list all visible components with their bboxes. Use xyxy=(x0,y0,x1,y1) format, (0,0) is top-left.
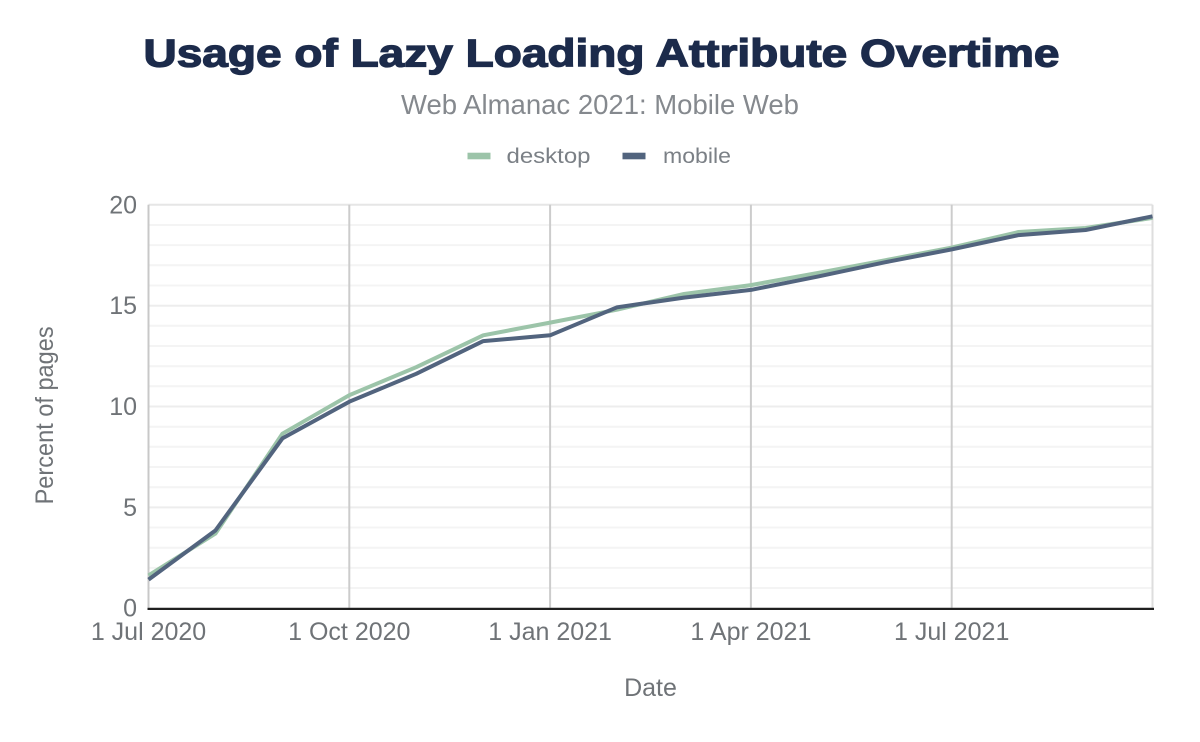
svg-text:mobile: mobile xyxy=(663,144,731,168)
svg-text:1 Jan 2021: 1 Jan 2021 xyxy=(488,618,612,646)
svg-text:Web Almanac 2021: Mobile Web: Web Almanac 2021: Mobile Web xyxy=(401,89,799,120)
svg-text:desktop: desktop xyxy=(507,144,591,168)
svg-text:Date: Date xyxy=(624,674,677,702)
svg-text:0: 0 xyxy=(123,594,137,622)
svg-text:1 Jul 2021: 1 Jul 2021 xyxy=(894,618,1009,646)
svg-text:5: 5 xyxy=(123,494,137,522)
svg-text:1 Apr 2021: 1 Apr 2021 xyxy=(690,618,811,646)
svg-text:1 Jul 2020: 1 Jul 2020 xyxy=(91,618,206,646)
svg-text:15: 15 xyxy=(109,292,137,320)
svg-text:Percent of pages: Percent of pages xyxy=(31,326,59,504)
svg-text:Usage of Lazy Loading Attribut: Usage of Lazy Loading Attribute Overtime xyxy=(144,32,1060,75)
svg-text:20: 20 xyxy=(109,191,137,219)
svg-text:1 Oct 2020: 1 Oct 2020 xyxy=(288,618,410,646)
svg-text:10: 10 xyxy=(109,393,137,421)
